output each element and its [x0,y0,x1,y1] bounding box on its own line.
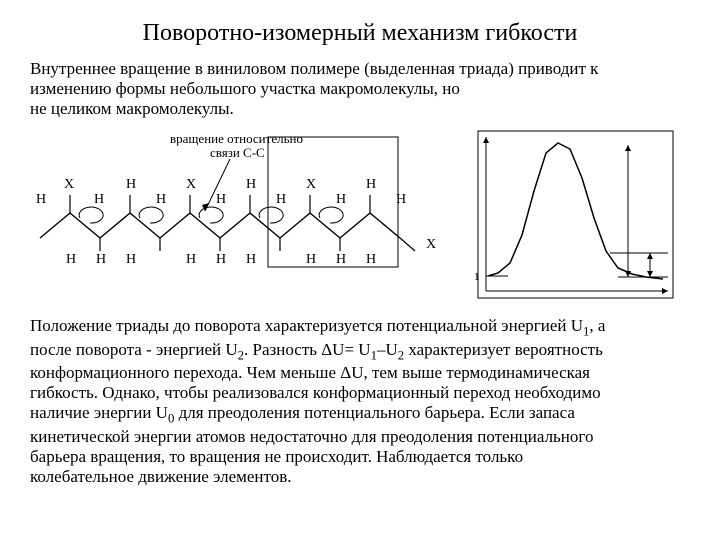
energy-chart: 1 [468,123,678,308]
p1: Положение триады до поворота характеризу… [30,316,583,335]
rotation-label-2: связи С-С [210,145,265,160]
svg-text:H: H [186,252,196,267]
svg-text:H: H [306,252,316,267]
intro-line-2: изменению формы небольшого участка макро… [30,79,460,98]
intro-text: Внутреннее вращение в виниловом полимере… [30,59,690,119]
rotation-label-1: вращение относительно [170,131,303,146]
svg-text:H: H [126,252,136,267]
svg-text:H: H [66,252,76,267]
svg-text:H: H [126,177,136,192]
svg-text:X: X [64,177,74,192]
p5b: для преодоления потенциального барьера. … [174,403,575,422]
p8: колебательное движение элементов. [30,467,292,486]
svg-text:H: H [246,177,256,192]
svg-text:H: H [94,192,104,207]
svg-text:H: H [36,192,46,207]
svg-text:X: X [306,177,316,192]
svg-text:H: H [336,252,346,267]
main-paragraph: Положение триады до поворота характеризу… [30,316,690,487]
p2c: –U [377,340,398,359]
intro-line-1: Внутреннее вращение в виниловом полимере… [30,59,598,78]
p2: после поворота - энергией U [30,340,238,359]
svg-text:H: H [156,192,166,207]
figure-row: H X H H H X H H H X H H H H H H H H H H [30,123,690,308]
svg-text:H: H [366,177,376,192]
p7: барьера вращения, то вращения не происхо… [30,447,523,466]
intro-line-3: не целиком макромолекулы. [30,99,234,118]
energy-chart-svg: 1 [468,123,678,303]
molecule-svg: H X H H H X H H H X H H H H H H H H H H [30,123,460,278]
svg-text:H: H [96,252,106,267]
svg-text:X: X [426,237,436,252]
svg-text:H: H [366,252,376,267]
p2d: характеризует вероятность [404,340,603,359]
svg-text:H: H [276,192,286,207]
svg-text:H: H [216,252,226,267]
svg-text:1: 1 [474,271,480,283]
triad-highlight [268,137,398,267]
p2b: . Разность ΔU= U [244,340,371,359]
p4: гибкость. Однако, чтобы реализовался кон… [30,383,601,402]
p3: конформационного перехода. Чем меньше ΔU… [30,363,590,382]
p1b: , а [589,316,605,335]
page-title: Поворотно-изомерный механизм гибкости [30,20,690,47]
svg-text:H: H [216,192,226,207]
svg-text:H: H [246,252,256,267]
p6: кинетической энергии атомов недостаточно… [30,427,593,446]
svg-text:X: X [186,177,196,192]
molecule-diagram: H X H H H X H H H X H H H H H H H H H H [30,123,460,283]
p5: наличие энергии U [30,403,168,422]
svg-text:H: H [336,192,346,207]
